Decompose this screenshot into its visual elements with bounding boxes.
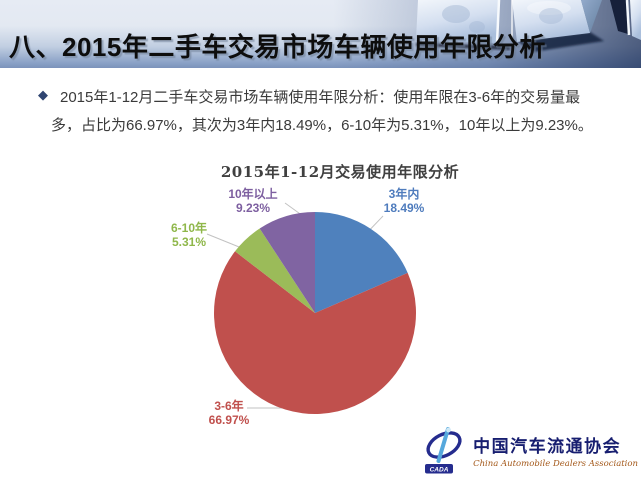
pie-chart-svg [206,202,417,415]
pie-label-over-10-years: 10年以上 9.23% [215,187,291,215]
pie-label-name: 3年内 [388,187,420,201]
org-name-en: China Automobile Dealers Association [473,458,638,469]
pie-label-pct: 66.97% [208,413,250,427]
diamond-bullet-icon: ◆ [38,87,48,102]
pie-label-name: 6-10年 [170,221,208,235]
slide-title: 八、2015年二手车交易市场车辆使用年限分析 [9,32,546,62]
slide-header: 八、2015年二手车交易市场车辆使用年限分析 [0,0,641,68]
cada-logo-text: CADA [430,467,449,474]
pie-slice-6-10-years [235,228,315,313]
pie-label-name: 10年以上 [228,187,278,201]
chart-title: 2015年1-12月交易使用年限分析 [220,163,460,181]
org-name-cn: 中国汽车流通协会 [473,436,622,457]
pie-label-3-6-years: 3-6年 66.97% [191,399,267,427]
org-logo: CADA 中国汽车流通协会 China Automobile Dealers A… [423,425,638,475]
pie-slice-over-10-years [259,212,315,313]
cubes-decoration-graphic [416,0,641,52]
pie-slice-3-6-years [214,251,417,415]
cada-logo-icon: CADA [425,427,462,474]
pie-slice-within-3-years [315,212,408,313]
pie-label-pct: 5.31% [171,235,207,249]
pie-label-pct: 18.49% [383,201,425,215]
pie-label-pct: 9.23% [235,201,271,215]
pie-chart: 2015年1-12月交易使用年限分析 3年内 18.49% 10年以上 9.23… [145,155,535,440]
pie-slices [214,212,417,415]
pie-label-name: 3-6年 [214,399,244,413]
org-names: 中国汽车流通协会 China Automobile Dealers Associ… [473,432,638,469]
pie-label-within-3-years: 3年内 18.49% [366,187,442,215]
summary-text-line2: 多，占比为66.97%，其次为3年内18.49%，6-10年为5.31%，10年… [51,117,593,134]
pie-label-6-10-years: 6-10年 5.31% [151,221,227,249]
summary-text-line1: 2015年1-12月二手车交易市场车辆使用年限分析：使用年限在3-6年的交易量最 [60,89,581,106]
